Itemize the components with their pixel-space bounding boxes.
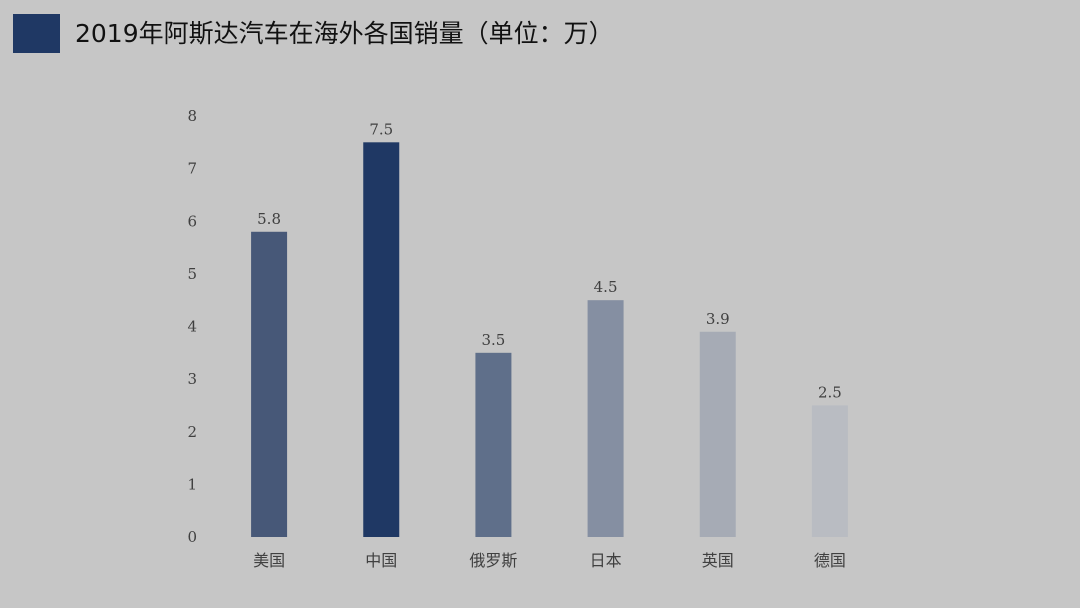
y-tick-label: 1	[187, 475, 197, 493]
y-tick-label: 0	[187, 528, 197, 546]
page-title: 2019年阿斯达汽车在海外各国销量（单位：万）	[75, 19, 614, 48]
data-label: 3.9	[706, 310, 730, 328]
title-marker	[13, 14, 60, 53]
data-label: 2.5	[818, 383, 842, 401]
category-label: 美国	[253, 551, 285, 570]
x-axis-labels: 美国 中国 俄罗斯 日本 英国 德国	[253, 551, 846, 570]
data-label: 7.5	[369, 120, 393, 138]
y-tick-label: 4	[187, 318, 197, 336]
y-tick-label: 8	[187, 107, 197, 125]
data-label: 5.8	[257, 210, 281, 228]
category-label: 日本	[590, 551, 622, 570]
y-tick-label: 5	[187, 265, 197, 283]
y-tick-label: 3	[187, 370, 197, 388]
y-tick-label: 2	[187, 423, 197, 441]
data-labels: 5.8 7.5 3.5 4.5 3.9 2.5	[257, 120, 842, 401]
y-tick-label: 7	[187, 160, 197, 178]
data-label: 3.5	[481, 331, 505, 349]
category-label: 中国	[365, 551, 397, 570]
category-label: 英国	[702, 551, 734, 570]
bar	[699, 331, 736, 537]
bar	[475, 352, 512, 537]
data-label: 4.5	[594, 278, 618, 296]
bars	[251, 142, 848, 537]
y-axis-ticks: 0 1 2 3 4 5 6 7 8	[187, 107, 197, 546]
category-label: 德国	[814, 551, 846, 570]
bar	[251, 231, 288, 537]
bar	[587, 300, 624, 537]
bar	[811, 405, 848, 537]
y-tick-label: 6	[187, 212, 197, 230]
category-label: 俄罗斯	[469, 551, 517, 570]
bar	[363, 142, 400, 537]
